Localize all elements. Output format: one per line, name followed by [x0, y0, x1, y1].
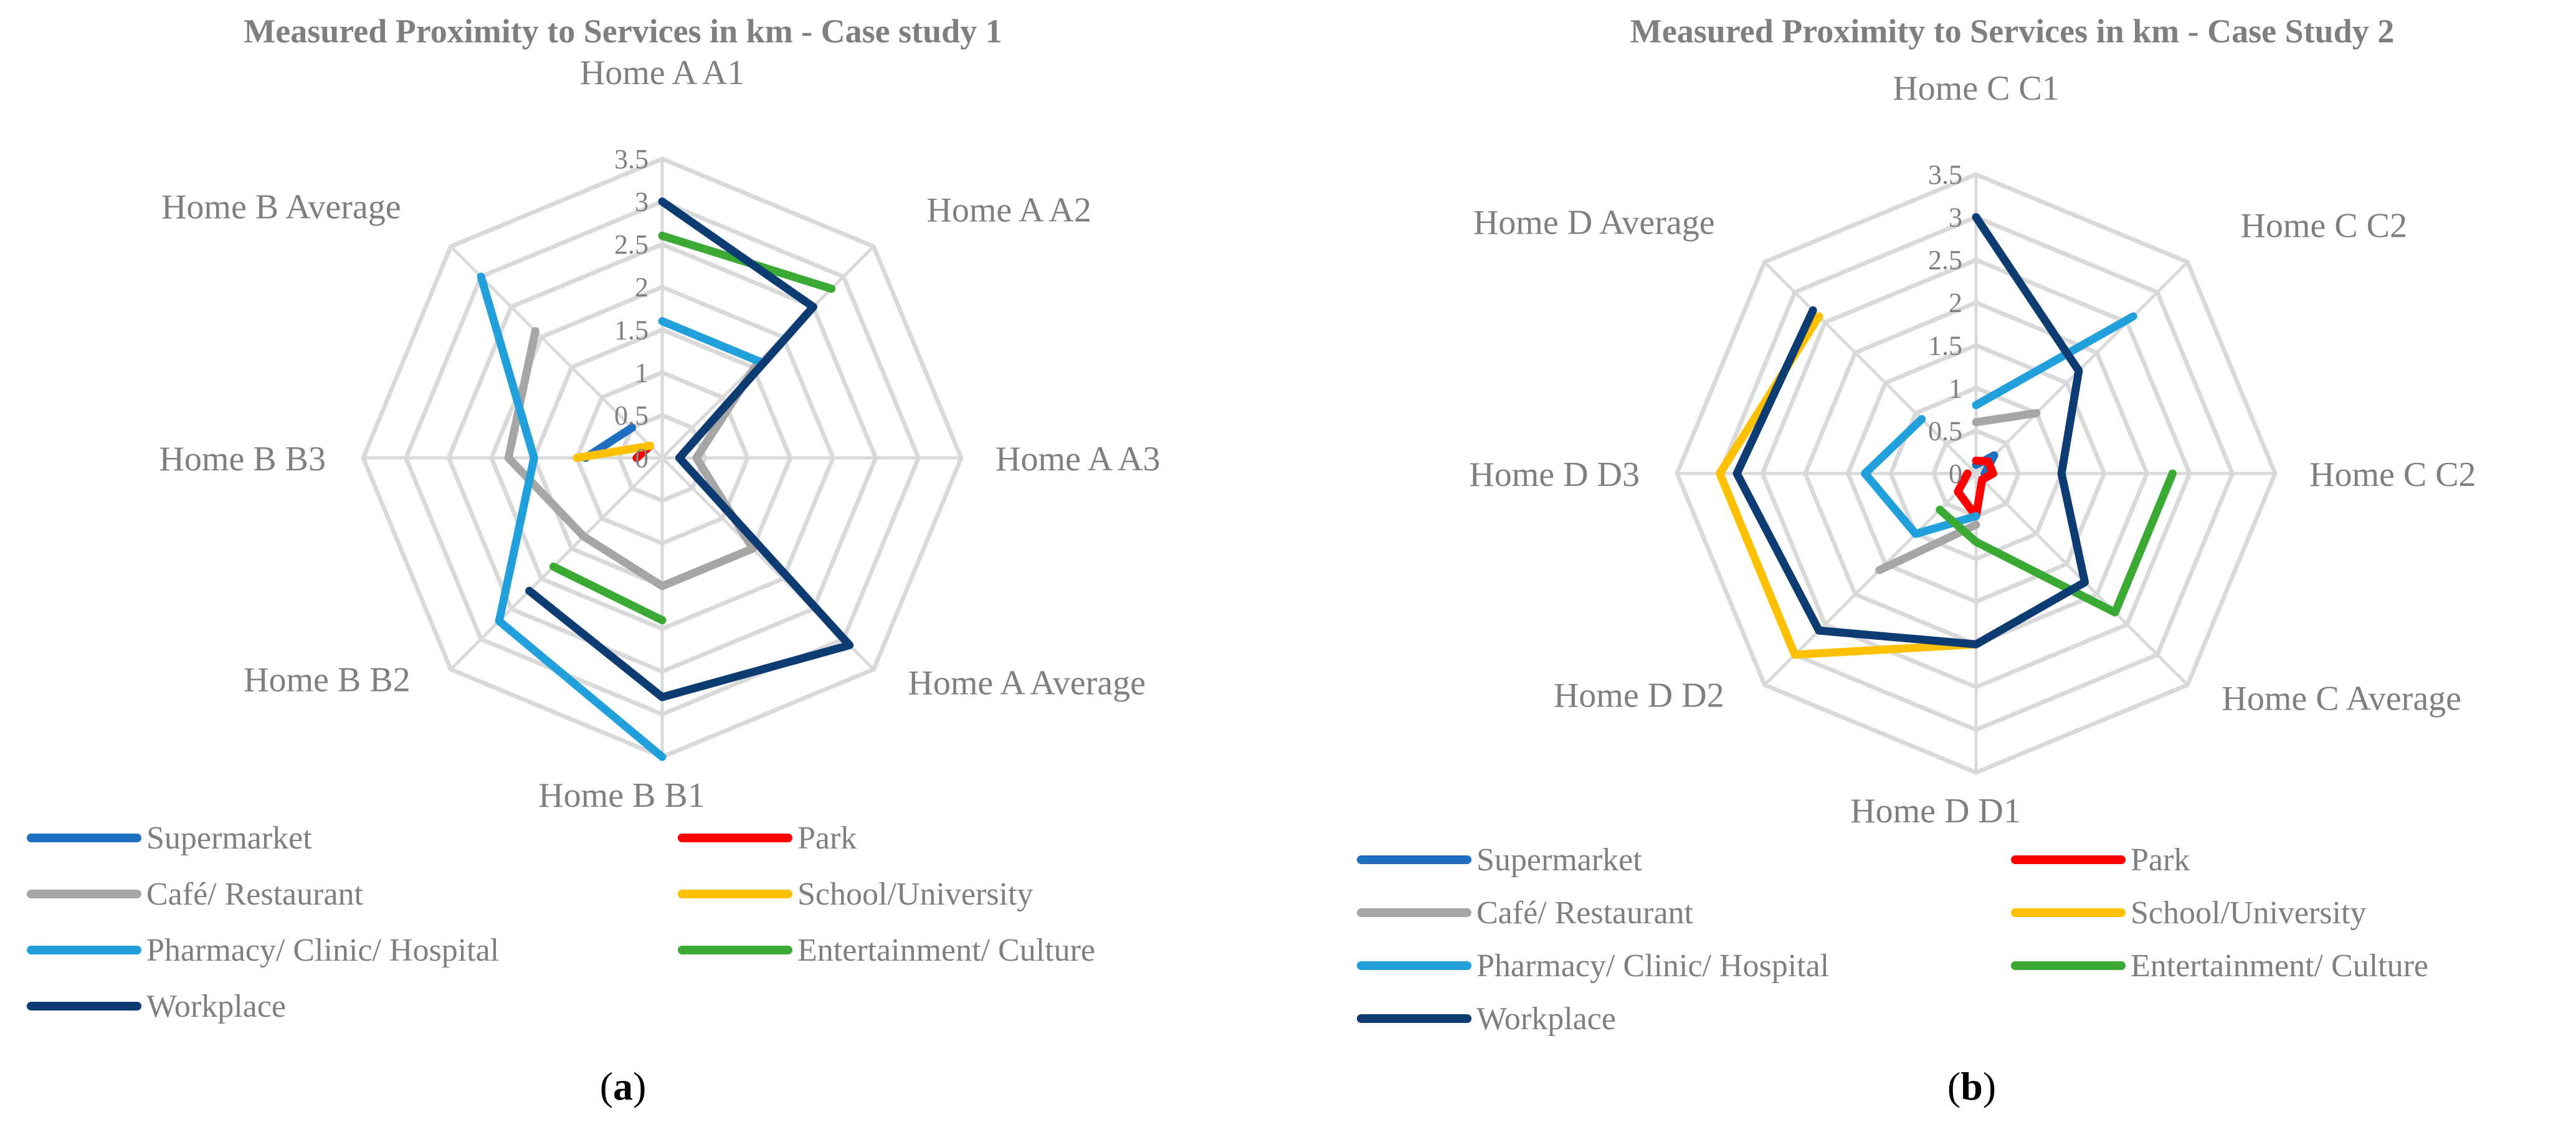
legend-item-entertainment-culture: Entertainment/ Culture [2011, 948, 2428, 984]
category-label-7: Home D D3 [1469, 455, 1640, 494]
r-tick-label: 2.5 [1928, 245, 1962, 275]
legend-label: Supermarket [146, 820, 312, 856]
series-line-entertainment-culture [1936, 469, 2177, 617]
series-line-caf-restaurant [504, 326, 763, 591]
category-label-7: Home B B3 [159, 440, 326, 478]
r-tick-label: 1.5 [1928, 330, 1962, 361]
legend-label: Entertainment/ Culture [797, 933, 1095, 968]
panel-caption: (b) [1947, 1064, 1996, 1108]
legend-label: Park [2131, 842, 2190, 878]
legend-label: Workplace [1476, 1001, 1616, 1037]
legend-item-workplace: Workplace [1357, 1001, 1616, 1037]
radar-chart-case-study-1: Measured Proximity to Services in km - C… [27, 12, 1160, 1108]
r-tick-label: 2 [1949, 288, 1962, 318]
grid-spoke [1763, 260, 1977, 475]
legend-label: Entertainment/ Culture [2131, 948, 2428, 984]
series-line-pharmacy-clinic-hospital [1861, 415, 1980, 538]
series-line-park [1954, 456, 1997, 521]
chart-title: Measured Proximity to Services in km - C… [244, 12, 1002, 50]
radar-chart-case-study-2: Measured Proximity to Services in km - C… [1357, 12, 2476, 1108]
r-tick-label: 1.5 [614, 315, 649, 345]
category-label-2: Home A A2 [926, 191, 1091, 230]
r-tick-label: 2 [635, 272, 649, 303]
radar-grid [1675, 172, 2278, 775]
legend-item-pharmacy-clinic-hospital: Pharmacy/ Clinic/ Hospital [1357, 948, 1829, 984]
category-label-8: Home B Average [161, 188, 401, 227]
r-tick-label: 2.5 [614, 229, 649, 260]
radar-category-labels: Home A A1 Home A A2 Home A A3 Home A Averag… [159, 54, 1160, 815]
legend-item-pharmacy-clinic-hospital: Pharmacy/ Clinic/ Hospital [27, 933, 499, 968]
r-tick-label: 0 [1949, 459, 1962, 489]
series-line-school-university [573, 442, 655, 462]
panel-caption: (a) [600, 1064, 647, 1108]
chart-title: Measured Proximity to Services in km - C… [1630, 12, 2394, 50]
series-line-pharmacy-clinic-hospital [477, 272, 667, 761]
legend-item-caf-restaurant: Café/ Restaurant [27, 877, 364, 912]
r-tick-label: 0 [635, 443, 649, 473]
radar-tick-labels: 0 0.5 1 1.5 2 2.5 3 3.5 [1928, 159, 1962, 489]
legend-label: Park [797, 820, 857, 856]
r-tick-label: 1 [1949, 373, 1962, 404]
grid-spoke [1975, 260, 2189, 475]
category-label-3: Home A A3 [996, 440, 1160, 478]
legend-label: Pharmacy/ Clinic/ Hospital [1476, 948, 1829, 984]
legend-label: Café/ Restaurant [1476, 895, 1694, 931]
legend-label: School/University [797, 877, 1033, 912]
legend-item-supermarket: Supermarket [1357, 842, 1642, 878]
category-label-4: Home C Average [2222, 679, 2461, 718]
r-tick-label: 3 [635, 187, 649, 217]
category-label-6: Home B B2 [244, 660, 411, 699]
series-line-workplace [1732, 213, 2089, 649]
category-label-8: Home D Average [1473, 204, 1715, 242]
r-tick-label: 3 [1949, 202, 1962, 233]
category-label-5: Home B B1 [538, 776, 705, 815]
legend-label: Supermarket [1476, 842, 1642, 878]
legend-item-school-university: School/University [2011, 895, 2366, 931]
category-label-1: Home C C1 [1893, 69, 2060, 108]
category-label-1: Home A A1 [580, 54, 744, 92]
r-tick-label: 1 [635, 358, 649, 388]
legend-label: Workplace [146, 989, 286, 1024]
category-label-5: Home D D1 [1850, 792, 2021, 830]
radar-series-group [1716, 213, 2177, 659]
r-tick-label: 3.5 [614, 144, 649, 174]
radar-category-labels: Home C C1 Home C C2 Home C C2 Home C Averag… [1469, 69, 2476, 830]
legend-label: Café/ Restaurant [146, 877, 364, 912]
r-tick-label: 0.5 [614, 400, 649, 430]
legend: Supermarket Park Café/ Restaurant School/Un… [27, 820, 1095, 1024]
radar-grid [361, 156, 964, 759]
legend-label: School/University [2131, 895, 2366, 931]
r-tick-label: 3.5 [1928, 159, 1962, 190]
category-label-2: Home C C2 [2240, 207, 2407, 245]
legend-item-school-university: School/University [678, 877, 1033, 912]
legend-item-park: Park [678, 820, 857, 856]
series-line-caf-restaurant [1972, 409, 2041, 427]
legend-item-supermarket: Supermarket [27, 820, 312, 856]
legend: Supermarket Park Café/ Restaurant School/Un… [1357, 842, 2428, 1037]
category-label-3: Home C C2 [2309, 455, 2476, 494]
category-label-6: Home D D2 [1554, 676, 1724, 715]
legend-item-caf-restaurant: Café/ Restaurant [1357, 895, 1694, 931]
radar-series-group [477, 197, 854, 761]
series-line-workplace [525, 197, 854, 701]
category-label-4: Home A Average [908, 663, 1146, 702]
legend-item-workplace: Workplace [27, 989, 286, 1024]
series-line-pharmacy-clinic-hospital [1972, 312, 2137, 409]
radar-tick-labels: 0 0.5 1 1.5 2 2.5 3 3.5 [614, 144, 649, 473]
series-line-entertainment-culture [549, 563, 667, 625]
r-tick-label: 0.5 [1928, 416, 1962, 446]
legend-item-park: Park [2011, 842, 2190, 878]
legend-label: Pharmacy/ Clinic/ Hospital [146, 933, 499, 968]
series-line-pharmacy-clinic-hospital [658, 317, 763, 366]
legend-item-entertainment-culture: Entertainment/ Culture [678, 933, 1095, 968]
